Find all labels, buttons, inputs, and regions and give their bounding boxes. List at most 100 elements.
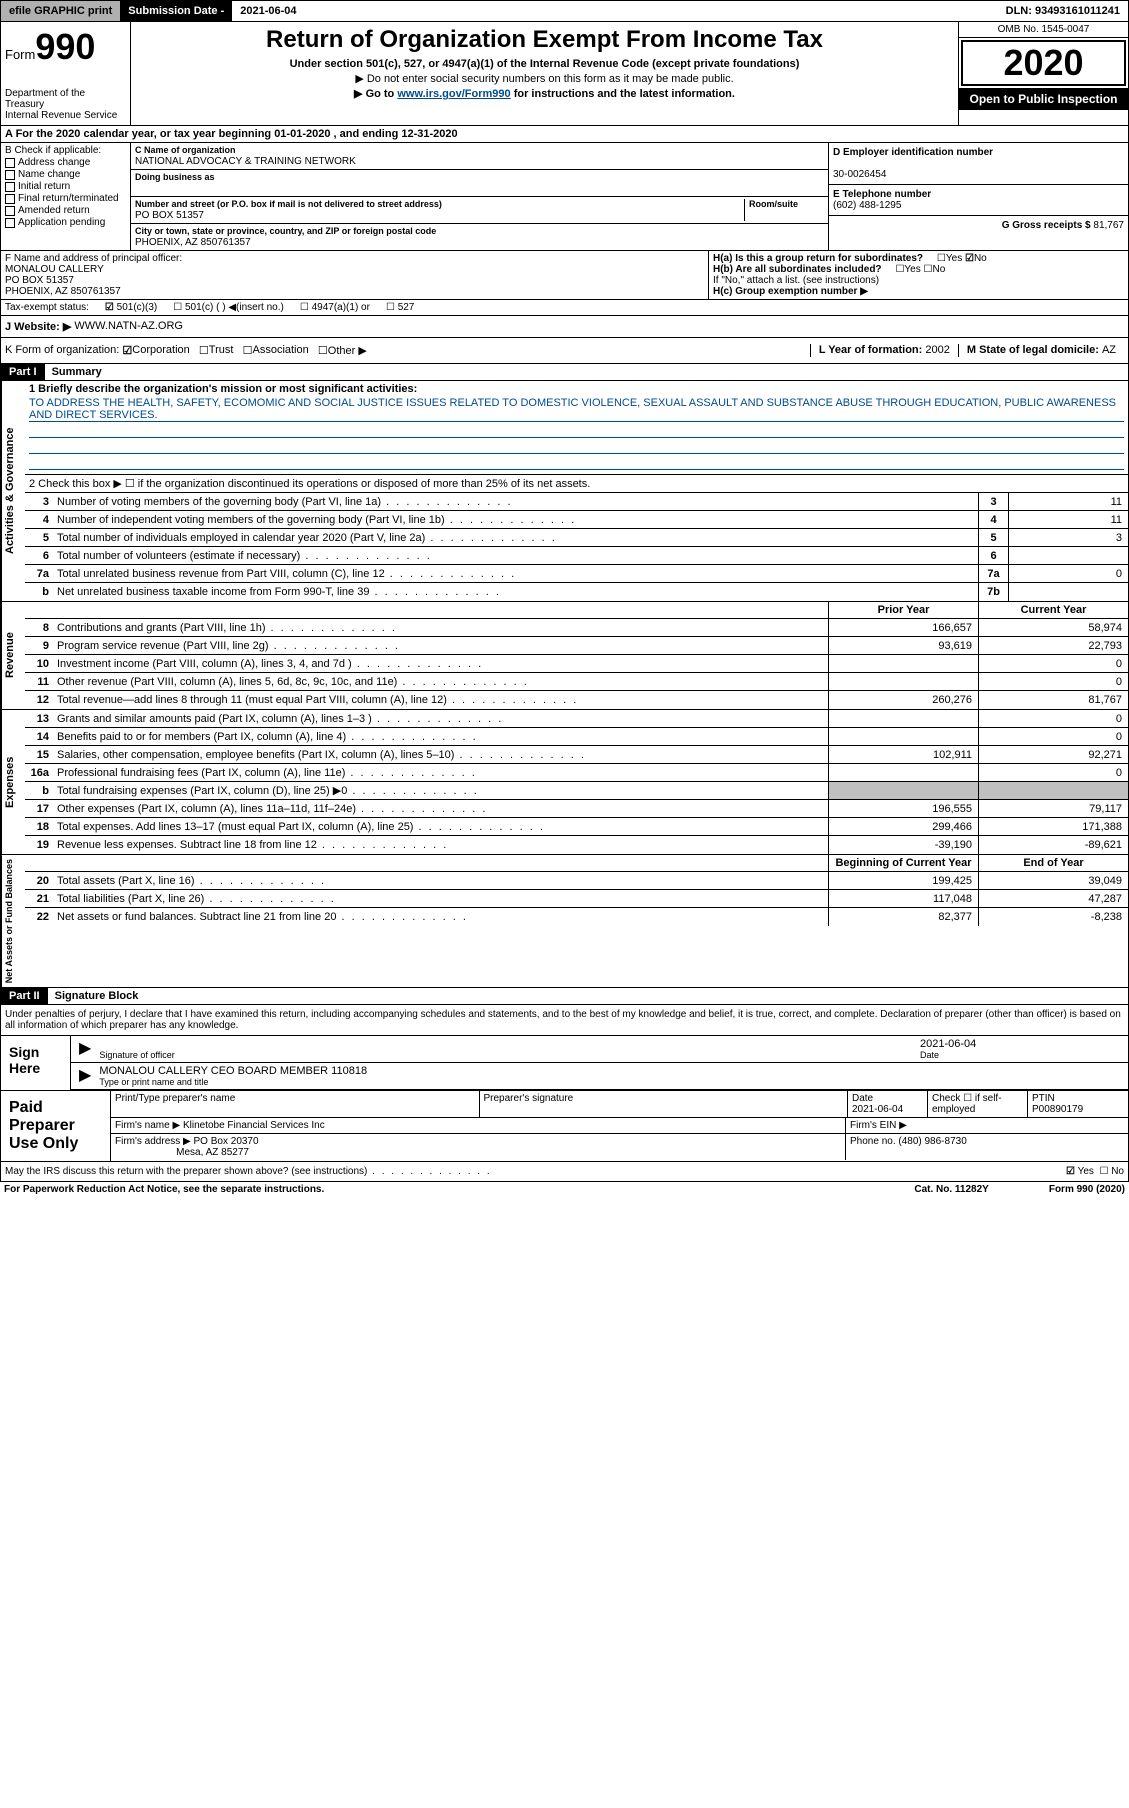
row-f-h: F Name and address of principal officer:… [0,251,1129,300]
section-a-period: A For the 2020 calendar year, or tax yea… [0,126,1129,143]
col-c: C Name of organizationNATIONAL ADVOCACY … [131,143,828,250]
chk-527[interactable]: ☐ 527 [386,302,414,313]
table-row: 16aProfessional fundraising fees (Part I… [25,764,1128,782]
sig-name: MONALOU CALLERY CEO BOARD MEMBER 110818 [99,1065,1120,1077]
arrow-icon: ▶ [79,1065,91,1087]
phone-label: Phone no. [850,1136,898,1147]
officer-label: F Name and address of principal officer: [5,253,182,264]
vtab-expenses: Expenses [1,710,25,854]
gross: 81,767 [1093,220,1124,231]
sig-date: 2021-06-04 [920,1038,1120,1050]
part1-label: Part I [1,364,45,380]
firm-ein-label: Firm's EIN ▶ [850,1120,907,1131]
city-label: City or town, state or province, country… [135,226,436,236]
table-row: 4Number of independent voting members of… [25,511,1128,529]
sig-declaration: Under penalties of perjury, I declare th… [1,1005,1128,1036]
street: PO BOX 51357 [135,210,204,221]
vtab-net: Net Assets or Fund Balances [1,855,25,987]
discuss-no[interactable]: ☐ No [1099,1166,1124,1177]
pra-notice: For Paperwork Reduction Act Notice, see … [4,1184,324,1195]
street-label: Number and street (or P.O. box if mail i… [135,199,442,209]
dln: DLN: 93493161011241 [998,1,1128,21]
hb-note: If "No," attach a list. (see instruction… [713,275,1124,286]
prep-self-emp[interactable]: Check ☐ if self-employed [932,1093,1002,1115]
section-bcde: B Check if applicable: Address change Na… [0,143,1129,251]
firm-addr1: PO Box 20370 [194,1136,259,1147]
tax-year: 2020 [961,40,1126,86]
vtab-revenue: Revenue [1,602,25,709]
paid-preparer-block: Paid Preparer Use Only Print/Type prepar… [0,1091,1129,1162]
sign-here: Sign Here [1,1036,71,1090]
hc-row: H(c) Group exemption number ▶ [713,286,1124,297]
form-title: Return of Organization Exempt From Incom… [139,26,950,54]
form-number: Form990 [5,26,126,68]
footer-row: For Paperwork Reduction Act Notice, see … [0,1182,1129,1197]
table-row: 7aTotal unrelated business revenue from … [25,565,1128,583]
table-row: 14Benefits paid to or for members (Part … [25,728,1128,746]
prep-date: 2021-06-04 [852,1104,903,1115]
table-row: 6Total number of volunteers (estimate if… [25,547,1128,565]
ein: 30-0026454 [833,169,886,180]
org-name-label: C Name of organization [135,145,236,155]
discuss-yes[interactable]: ☑ Yes [1066,1166,1094,1177]
prep-date-label: Date [852,1093,873,1104]
chk-name[interactable] [5,170,15,180]
table-row: 10Investment income (Part VIII, column (… [25,655,1128,673]
omb-number: OMB No. 1545-0047 [959,22,1128,38]
submission-date: 2021-06-04 [232,1,304,21]
form-header: Form990 Department of the Treasury Inter… [0,22,1129,126]
chk-pending[interactable] [5,218,15,228]
chk-4947[interactable]: ☐ 4947(a)(1) or [300,302,370,313]
discuss-q: May the IRS discuss this return with the… [5,1166,492,1177]
table-row: 20Total assets (Part X, line 16)199,4253… [25,872,1128,890]
table-row: 3Number of voting members of the governi… [25,493,1128,511]
prep-name-label: Print/Type preparer's name [115,1093,235,1104]
ptin: P00890179 [1032,1104,1083,1115]
signature-block: Under penalties of perjury, I declare th… [0,1005,1129,1091]
chk-final[interactable] [5,194,15,204]
mission-block: 1 Briefly describe the organization's mi… [25,381,1128,475]
col-b-title: B Check if applicable: [5,145,126,156]
table-row: 15Salaries, other compensation, employee… [25,746,1128,764]
prep-sig-label: Preparer's signature [484,1093,574,1104]
table-row: 17Other expenses (Part IX, column (A), l… [25,800,1128,818]
col-b-checkboxes: B Check if applicable: Address change Na… [1,143,131,250]
chk-501c3[interactable]: ☑ 501(c)(3) [105,302,157,313]
part2-title: Signature Block [51,988,143,1004]
chk-address[interactable] [5,158,15,168]
org-name: NATIONAL ADVOCACY & TRAINING NETWORK [135,156,356,167]
sig-date-label: Date [920,1050,1120,1060]
efile-label[interactable]: efile GRAPHIC print [1,1,120,21]
city: PHOENIX, AZ 850761357 [135,237,251,248]
officer-addr1: PO BOX 51357 [5,275,74,286]
form-ref: Form 990 (2020) [1049,1184,1125,1195]
cat-no: Cat. No. 11282Y [914,1184,988,1195]
note-ssn: ▶ Do not enter social security numbers o… [139,72,950,85]
website-label: J Website: ▶ [5,320,71,333]
firm-label: Firm's name ▶ [115,1120,180,1131]
part2-label: Part II [1,988,48,1004]
irs-link[interactable]: www.irs.gov/Form990 [397,88,510,100]
table-row: 11Other revenue (Part VIII, column (A), … [25,673,1128,691]
chk-amended[interactable] [5,206,15,216]
prep-title: Paid Preparer Use Only [1,1091,111,1161]
table-row: bNet unrelated business taxable income f… [25,583,1128,601]
table-row: 5Total number of individuals employed in… [25,529,1128,547]
q2-row: 2 Check this box ▶ ☐ if the organization… [25,475,1128,493]
top-bar: efile GRAPHIC print Submission Date - 20… [0,0,1129,22]
row-k-lm: K Form of organization: ☑ Corporation ☐ … [0,338,1129,364]
table-row: 9Program service revenue (Part VIII, lin… [25,637,1128,655]
chk-initial[interactable] [5,182,15,192]
table-row: 22Net assets or fund balances. Subtract … [25,908,1128,926]
table-row: 13Grants and similar amounts paid (Part … [25,710,1128,728]
ha-row: H(a) Is this a group return for subordin… [713,253,1124,264]
officer-addr2: PHOENIX, AZ 850761357 [5,286,121,297]
website: WWW.NATN-AZ.ORG [74,320,183,333]
chk-501c[interactable]: ☐ 501(c) ( ) ◀(insert no.) [173,302,284,313]
note-link: ▶ Go to www.irs.gov/Form990 for instruct… [139,87,950,100]
form-org-label: K Form of organization: [5,344,119,357]
firm-phone: (480) 986-8730 [898,1136,966,1147]
table-row: 18Total expenses. Add lines 13–17 (must … [25,818,1128,836]
table-row: 21Total liabilities (Part X, line 26)117… [25,890,1128,908]
ein-label: D Employer identification number [833,147,993,158]
